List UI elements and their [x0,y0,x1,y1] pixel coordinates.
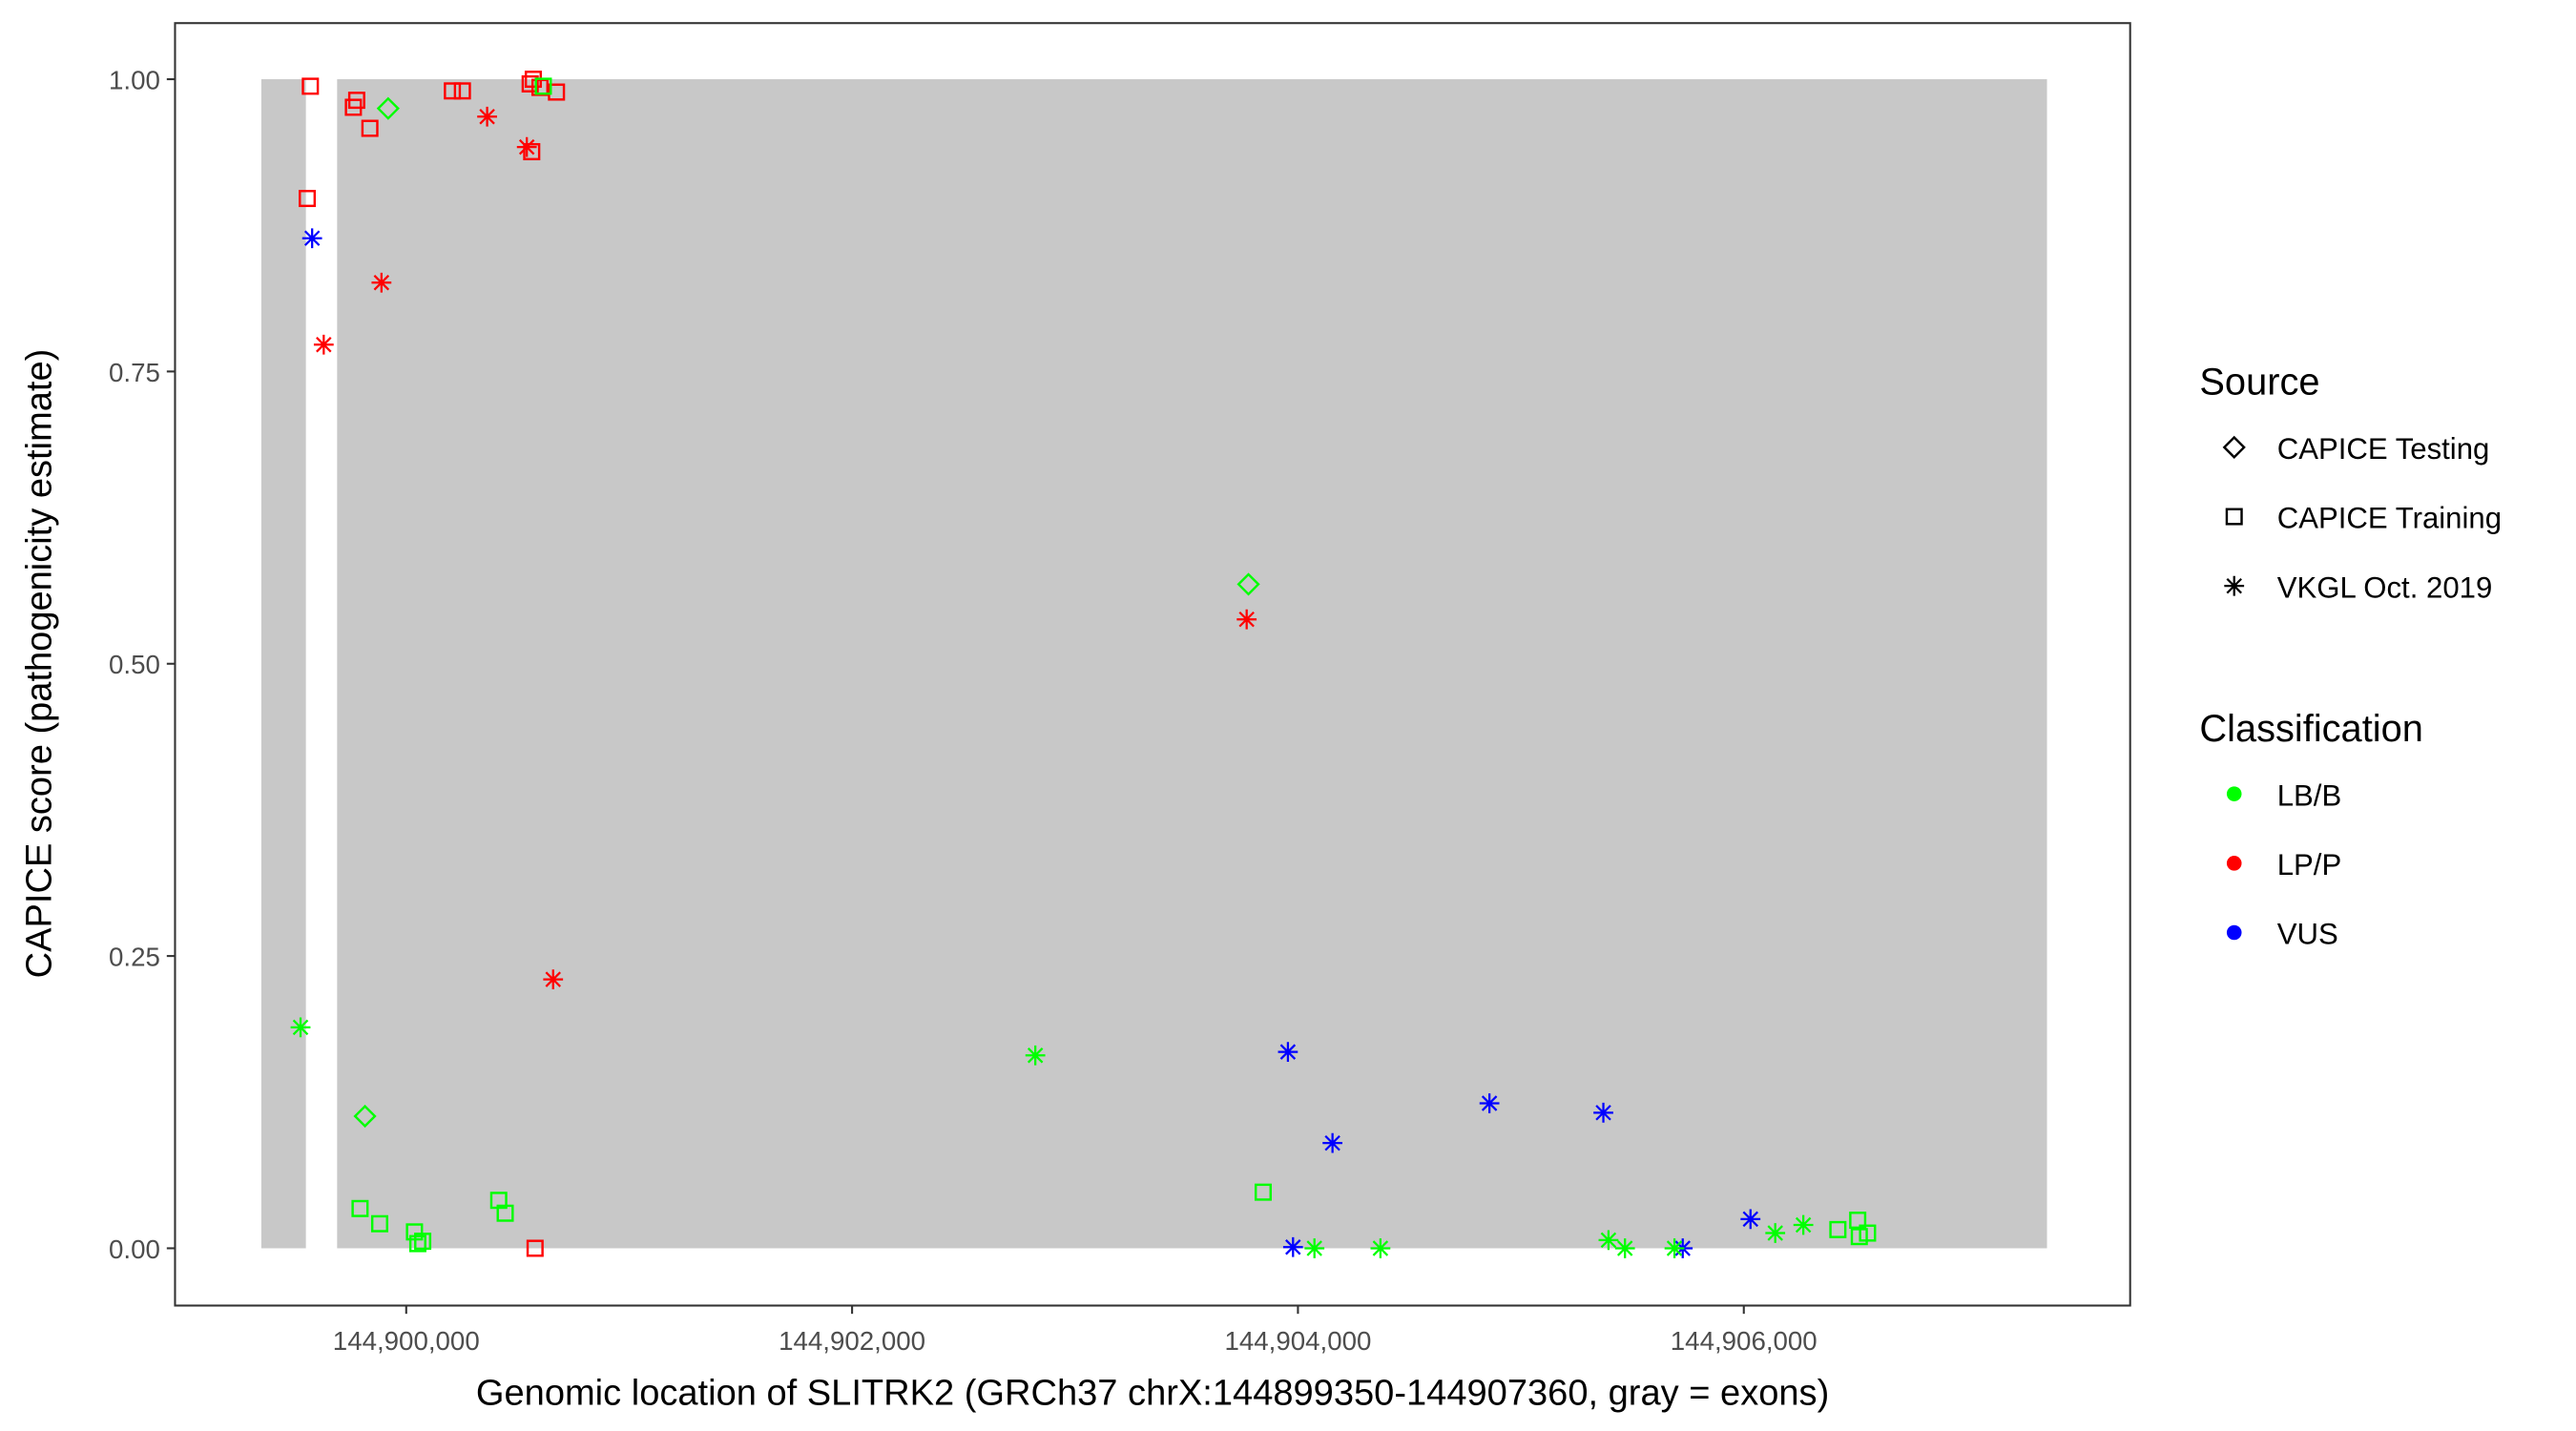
data-point [521,74,539,93]
data-point [496,1204,514,1222]
legend-key-dot-icon [2226,786,2242,801]
data-point [543,969,564,989]
x-tick-label: 144,902,000 [779,1326,925,1356]
data-point [1025,1045,1046,1066]
data-point [376,96,400,120]
data-point [1614,1238,1635,1258]
legend-key-dot-icon [2226,856,2242,871]
x-axis: 144,900,000 144,902,000 144,904,000 144,906… [333,1305,1818,1356]
data-point [1479,1093,1500,1113]
data-point [1598,1230,1619,1251]
data-point [523,143,541,161]
y-axis: 0.00 0.25 0.50 0.75 1.00 [109,65,176,1264]
data-point [1304,1238,1325,1258]
data-point [408,1234,426,1253]
data-point [299,190,317,208]
data-point [414,1233,432,1251]
y-tick-label: 1.00 [109,65,160,94]
data-point [548,83,566,101]
data-point [353,1104,377,1129]
data-point [516,136,537,157]
legend-label: VUS [2277,918,2338,951]
legend-key-square-icon [2225,508,2243,526]
legend-classification-title: Classification [2199,708,2422,750]
data-point [477,106,497,127]
x-tick-label: 144,906,000 [1671,1326,1818,1356]
data-point [1370,1238,1391,1258]
data-point [1859,1224,1877,1242]
data-point [530,78,549,96]
y-tick-label: 0.25 [109,942,160,971]
x-tick-label: 144,904,000 [1224,1326,1371,1356]
y-tick-label: 0.50 [109,650,160,679]
y-tick-label: 0.75 [109,358,160,387]
data-point [351,1199,369,1217]
y-tick-label: 0.00 [109,1234,160,1264]
x-axis-title: Genomic location of SLITRK2 (GRCh37 chrX… [476,1373,1829,1413]
data-point [371,272,392,293]
legend-label: VKGL Oct. 2019 [2277,570,2493,604]
legend-label: LB/B [2277,778,2341,812]
data-point [453,82,471,100]
data-point [1254,1183,1272,1201]
data-point [1765,1223,1786,1243]
data-point [301,77,320,95]
data-point [361,119,379,137]
data-point [1793,1214,1814,1235]
data-point [1236,609,1257,630]
legend-label: CAPICE Testing [2277,432,2490,466]
legend-key-asterisk-icon [2224,575,2245,596]
data-point [1664,1238,1685,1258]
legend-classification: Classification LB/B LP/P VUS [2199,708,2422,951]
exon-bands [260,79,2047,1249]
data-point [1236,572,1260,596]
exon-band [260,79,306,1249]
legend-label: LP/P [2277,848,2341,881]
legend-label: CAPICE Training [2277,502,2502,535]
legend-key-diamond-icon [2222,435,2246,459]
data-point [1593,1102,1613,1123]
data-points [290,71,1877,1258]
data-point [1278,1042,1298,1062]
data-point [1740,1209,1761,1230]
legend-key-dot-icon [2226,924,2242,941]
data-point [347,92,365,110]
data-point [290,1017,311,1038]
data-point [526,1239,544,1257]
data-point [1282,1236,1303,1257]
data-point [370,1214,388,1233]
data-point [1829,1220,1847,1238]
legend-source-title: Source [2199,362,2319,404]
data-point [444,82,462,100]
legend-source: Source CAPICE Testing CAPICE Training VKGL… [2199,362,2502,605]
y-axis-title: CAPICE score (pathogenicity estimate) [20,349,60,979]
data-point [313,334,334,355]
x-tick-label: 144,900,000 [333,1326,480,1356]
data-point [1849,1212,1867,1230]
data-point [301,228,322,249]
data-point [1322,1132,1343,1153]
exon-band [337,79,2047,1249]
data-point [534,77,552,95]
